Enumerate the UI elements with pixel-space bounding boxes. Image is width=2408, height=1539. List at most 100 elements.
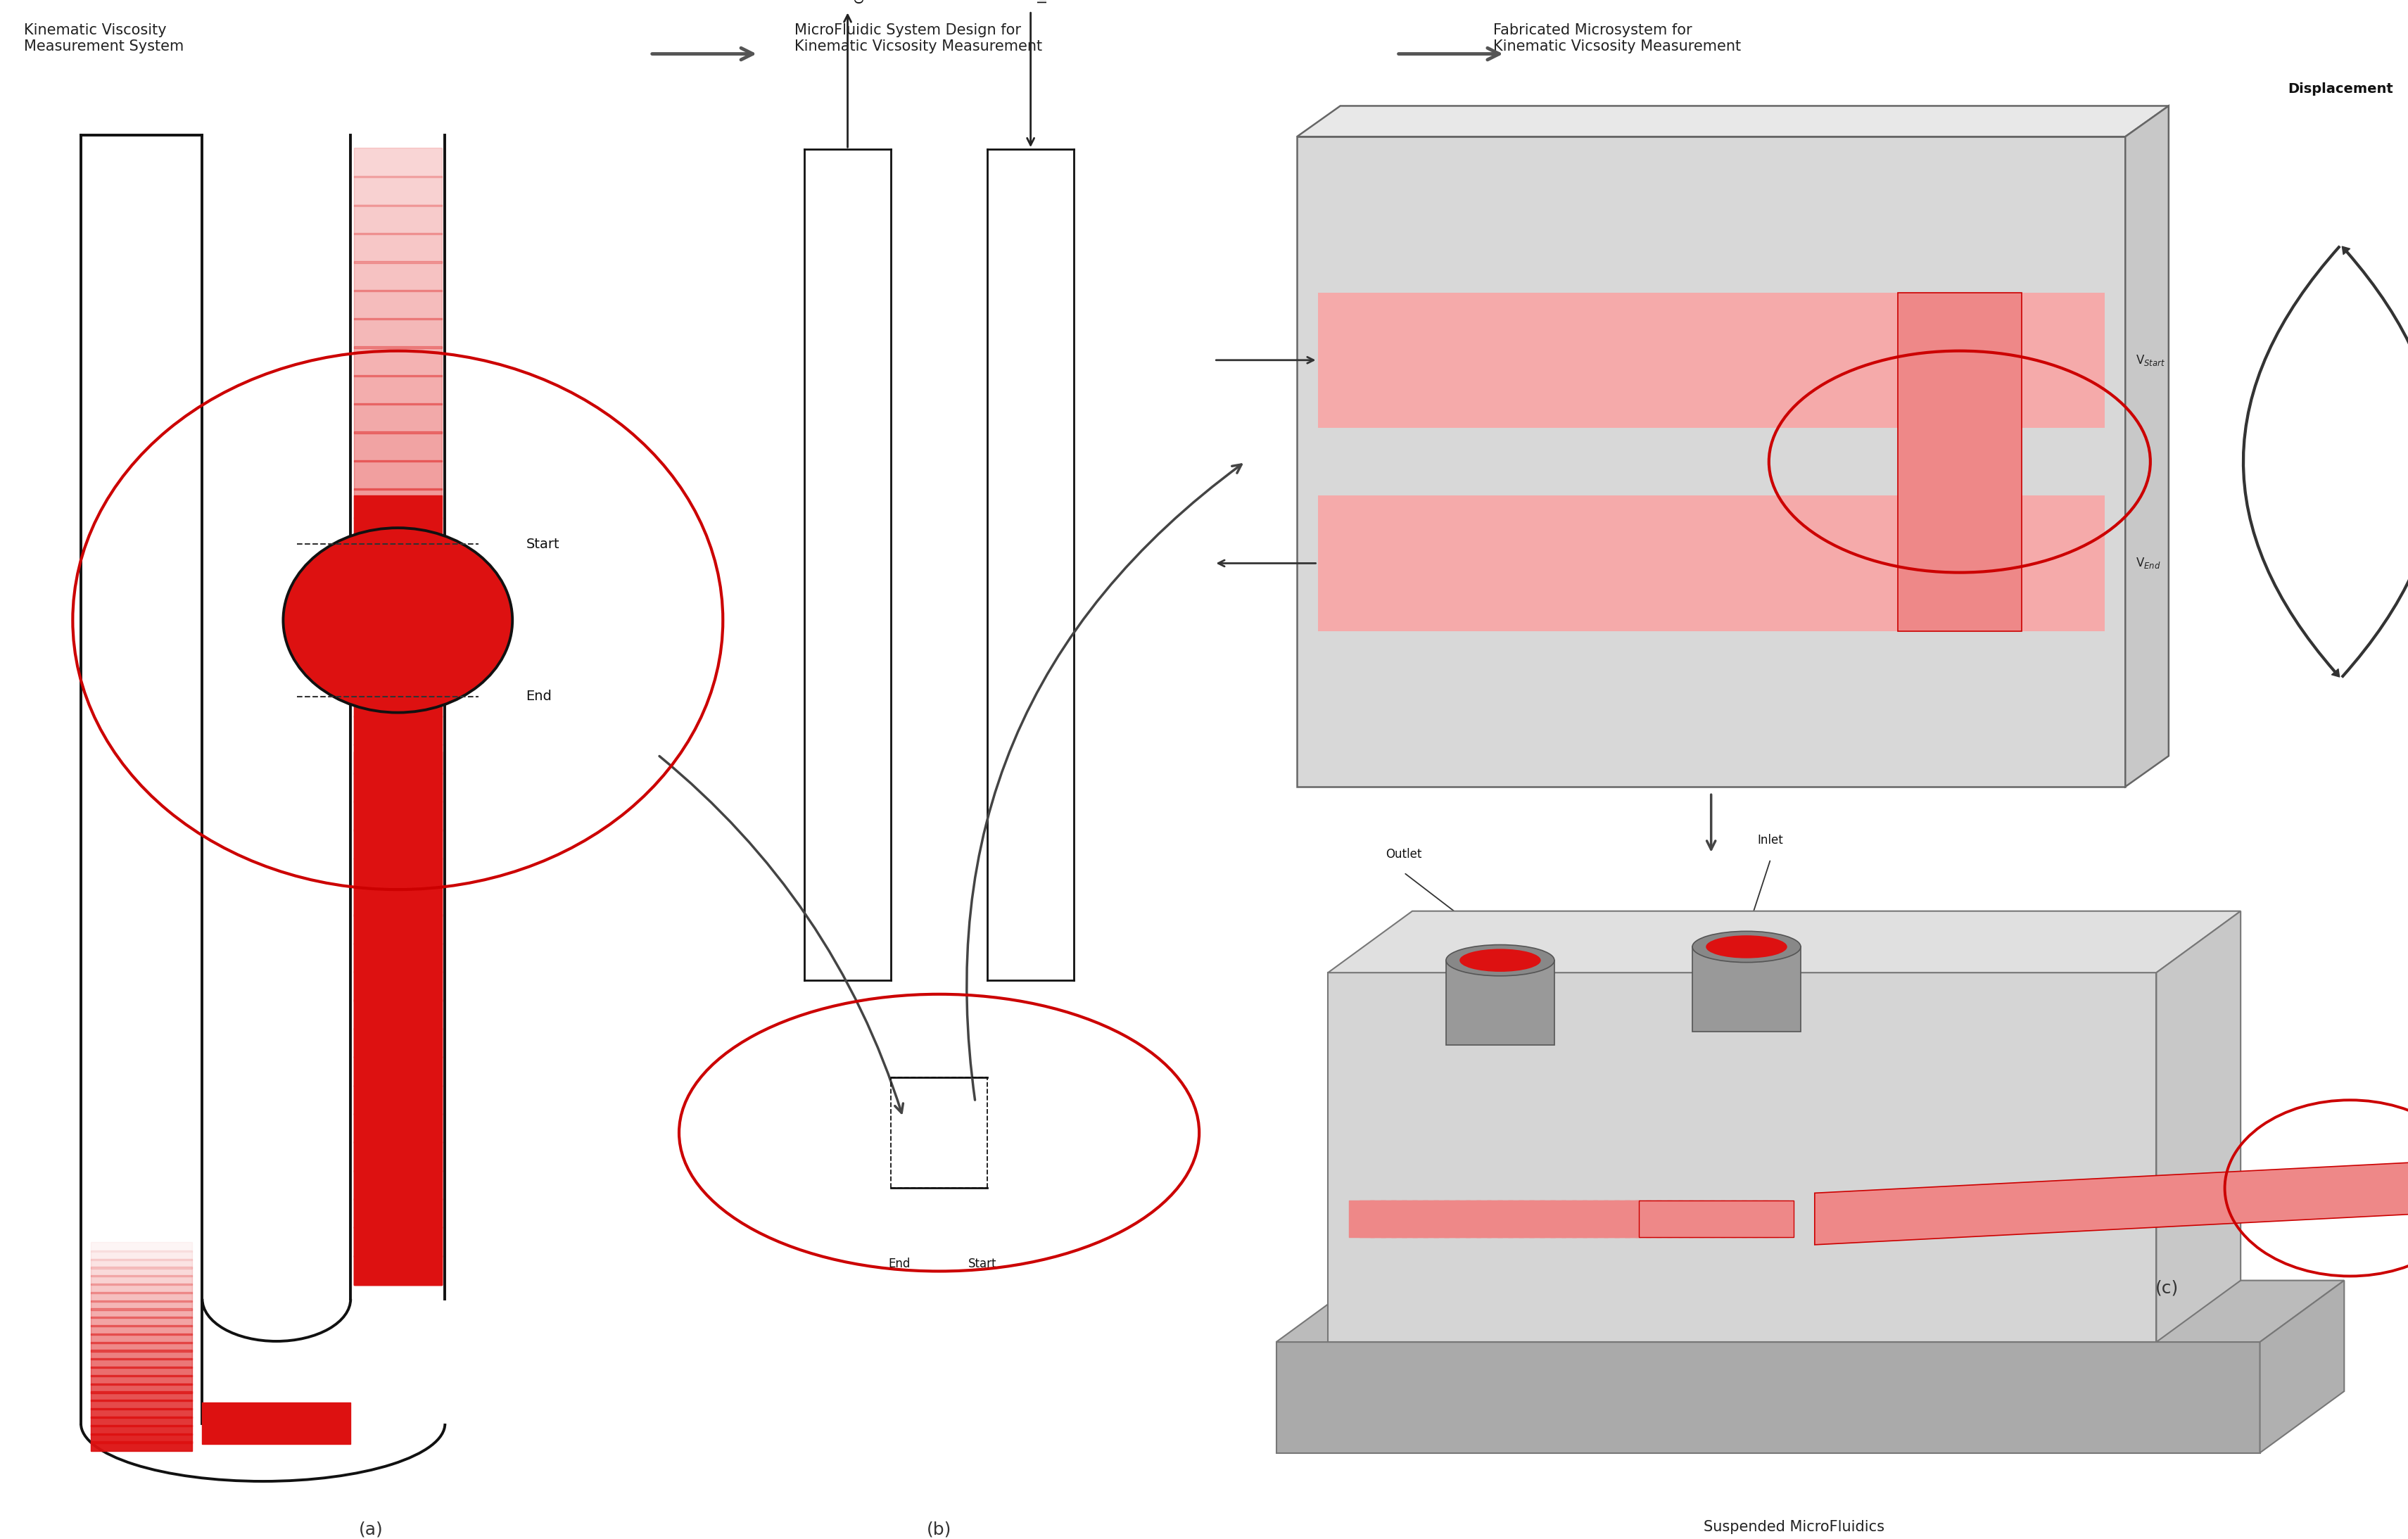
Text: V$_{Start}$: V$_{Start}$	[2136, 352, 2165, 368]
Polygon shape	[1329, 973, 2155, 1342]
Bar	[92, 1359, 193, 1368]
Bar	[354, 148, 441, 177]
Bar	[354, 460, 441, 489]
Bar	[354, 631, 441, 660]
Bar	[354, 688, 441, 717]
Bar	[92, 1291, 193, 1302]
Bar	[1678, 1200, 1705, 1237]
Bar	[92, 1267, 193, 1277]
Bar	[92, 1433, 193, 1444]
Text: Start: Start	[968, 1257, 997, 1270]
Bar	[1763, 1200, 1789, 1237]
Bar	[1486, 1200, 1512, 1237]
Text: Inlet: Inlet	[1758, 834, 1784, 846]
Text: End: End	[525, 689, 551, 703]
Polygon shape	[1329, 911, 2239, 973]
Bar	[354, 751, 441, 1285]
Bar	[1454, 1200, 1481, 1237]
Bar	[92, 1333, 193, 1344]
Polygon shape	[2126, 106, 2170, 786]
Text: Inlet: Inlet	[1035, 0, 1050, 3]
Bar	[92, 1374, 193, 1385]
Bar	[354, 1085, 441, 1114]
Bar	[354, 886, 441, 916]
Bar	[354, 1028, 441, 1057]
Bar	[1348, 1200, 1375, 1237]
Polygon shape	[1317, 292, 2105, 428]
Text: Fabricated Microsystem for
Kinematic Vicsosity Measurement: Fabricated Microsystem for Kinematic Vic…	[1493, 23, 1741, 54]
Bar	[354, 773, 441, 802]
Polygon shape	[1637, 1200, 1794, 1237]
Text: Outlet: Outlet	[852, 0, 867, 3]
Bar	[354, 319, 441, 348]
Bar	[1613, 1200, 1640, 1237]
Bar	[92, 1400, 193, 1410]
Bar	[1657, 1200, 1683, 1237]
Bar	[92, 1442, 193, 1451]
Bar	[354, 971, 441, 1000]
Bar	[354, 659, 441, 689]
Bar	[1466, 1200, 1491, 1237]
Bar	[92, 1242, 193, 1251]
Polygon shape	[1298, 137, 2126, 786]
Ellipse shape	[1459, 950, 1541, 971]
Bar	[92, 1416, 193, 1427]
Polygon shape	[1898, 292, 2023, 631]
Text: Suspended MicroFluidics: Suspended MicroFluidics	[1702, 1519, 1885, 1534]
Bar	[354, 1142, 441, 1171]
Bar	[92, 1325, 193, 1334]
Text: Outlet: Outlet	[1385, 848, 1423, 860]
Bar	[354, 1000, 441, 1030]
Bar	[354, 346, 441, 377]
Bar	[354, 403, 441, 434]
Bar	[354, 1256, 441, 1285]
Bar	[1539, 1200, 1565, 1237]
Bar	[1551, 1200, 1577, 1237]
Bar	[354, 1113, 441, 1143]
Bar	[354, 1056, 441, 1087]
Bar	[354, 545, 441, 576]
Bar	[1604, 1200, 1630, 1237]
Bar	[1625, 1200, 1652, 1237]
Bar	[354, 262, 441, 291]
Bar	[1700, 1200, 1724, 1237]
Bar	[1423, 1200, 1450, 1237]
Bar	[1413, 1200, 1438, 1237]
Bar	[92, 1259, 193, 1268]
Bar	[1666, 1200, 1693, 1237]
Bar	[1433, 1200, 1459, 1237]
Polygon shape	[1816, 1162, 2408, 1245]
Bar	[354, 232, 441, 263]
FancyArrowPatch shape	[2341, 246, 2408, 677]
Bar	[92, 1367, 193, 1376]
Bar	[1519, 1200, 1544, 1237]
Bar	[1370, 1200, 1397, 1237]
Bar	[1560, 1200, 1587, 1237]
Bar	[92, 1391, 193, 1402]
Bar	[1361, 1200, 1385, 1237]
Text: Kinematic Viscosity
Measurement System: Kinematic Viscosity Measurement System	[24, 23, 183, 54]
Bar	[1529, 1200, 1556, 1237]
Bar	[1445, 1200, 1471, 1237]
Bar	[92, 1308, 193, 1319]
Text: (c): (c)	[2155, 1279, 2179, 1296]
Bar	[1476, 1200, 1503, 1237]
Ellipse shape	[1445, 945, 1556, 976]
Bar	[354, 830, 441, 859]
Bar	[1647, 1200, 1671, 1237]
Bar	[1753, 1200, 1777, 1237]
Bar	[354, 716, 441, 745]
Bar	[1719, 1200, 1746, 1237]
Bar	[92, 1425, 193, 1434]
Bar	[1594, 1200, 1618, 1237]
Text: (a): (a)	[359, 1521, 383, 1537]
Bar	[1688, 1200, 1714, 1237]
Bar	[92, 1342, 193, 1351]
Polygon shape	[1276, 1342, 2259, 1453]
Bar	[354, 743, 441, 774]
Polygon shape	[1693, 946, 1801, 1031]
Bar	[92, 1250, 193, 1260]
Bar	[92, 1384, 193, 1393]
Text: Displacement: Displacement	[2288, 83, 2394, 95]
FancyArrowPatch shape	[2242, 246, 2341, 677]
